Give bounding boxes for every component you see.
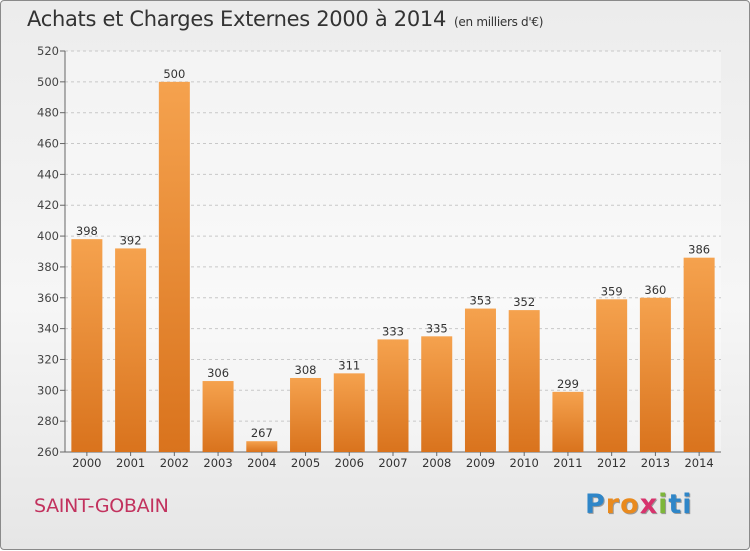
data-label: 392 xyxy=(120,233,142,247)
x-tick-label: 2008 xyxy=(422,456,451,470)
bar xyxy=(202,381,234,452)
y-tick-label: 300 xyxy=(37,383,59,397)
proxiti-logo: Proxiti xyxy=(585,489,693,520)
data-label: 398 xyxy=(76,224,98,238)
data-label: 267 xyxy=(251,426,273,440)
data-label: 333 xyxy=(382,324,404,338)
data-label: 500 xyxy=(163,67,185,81)
bar xyxy=(464,308,496,452)
y-tick-label: 480 xyxy=(37,106,59,120)
y-tick-label: 440 xyxy=(37,167,59,181)
chart-title: Achats et Charges Externes 2000 à 2014 (e… xyxy=(27,7,543,31)
data-label: 359 xyxy=(601,284,623,298)
x-tick-label: 2013 xyxy=(641,456,670,470)
y-tick-label: 400 xyxy=(37,229,59,243)
y-tick-label: 360 xyxy=(37,291,59,305)
y-tick-label: 380 xyxy=(37,260,59,274)
data-label: 311 xyxy=(338,358,360,372)
bar xyxy=(508,310,540,452)
x-tick-label: 2001 xyxy=(116,456,145,470)
logo-letter: P xyxy=(585,489,606,520)
x-tick-label: 2009 xyxy=(466,456,495,470)
y-tick-label: 320 xyxy=(37,352,59,366)
data-label: 386 xyxy=(688,243,710,257)
title-text: Achats et Charges Externes 2000 à 2014 xyxy=(27,7,447,31)
data-label: 335 xyxy=(426,321,448,335)
bar xyxy=(290,377,322,452)
x-tick-label: 2014 xyxy=(684,456,713,470)
data-label: 360 xyxy=(644,283,666,297)
logo-letter: t xyxy=(668,489,683,520)
y-tick-label: 260 xyxy=(37,445,59,459)
x-tick-label: 2002 xyxy=(160,456,189,470)
x-tick-label: 2004 xyxy=(247,456,276,470)
data-label: 299 xyxy=(557,377,579,391)
x-tick-label: 2000 xyxy=(72,456,101,470)
logo-letter: o xyxy=(620,489,640,520)
bar xyxy=(639,297,671,452)
town-name: SAINT-GOBAIN xyxy=(34,495,169,517)
x-tick-label: 2006 xyxy=(335,456,364,470)
y-tick-label: 420 xyxy=(37,198,59,212)
x-tick-label: 2010 xyxy=(510,456,539,470)
bar xyxy=(115,248,147,452)
y-tick-label: 520 xyxy=(37,44,59,58)
logo-letter: i xyxy=(682,489,693,520)
data-label: 353 xyxy=(469,294,491,308)
x-tick-label: 2005 xyxy=(291,456,320,470)
chart-subtitle: (en milliers d'€) xyxy=(454,15,544,29)
bar xyxy=(552,391,584,452)
bar xyxy=(421,336,453,452)
y-tick-label: 460 xyxy=(37,137,59,151)
logo-letter: r xyxy=(605,489,621,520)
bar xyxy=(246,441,278,452)
y-tick-label: 500 xyxy=(37,75,59,89)
logo-letter: i xyxy=(658,489,669,520)
y-tick-label: 280 xyxy=(37,414,59,428)
bar xyxy=(71,239,103,452)
x-tick-label: 2011 xyxy=(553,456,582,470)
x-tick-label: 2007 xyxy=(378,456,407,470)
logo-letter: x xyxy=(639,489,659,520)
bar xyxy=(333,373,365,452)
data-label: 308 xyxy=(295,363,317,377)
y-tick-label: 340 xyxy=(37,322,59,336)
x-tick-label: 2012 xyxy=(597,456,626,470)
data-label: 352 xyxy=(513,295,535,309)
bar xyxy=(683,257,715,452)
data-label: 306 xyxy=(207,366,229,380)
bar xyxy=(377,339,409,452)
x-tick-label: 2003 xyxy=(203,456,232,470)
bar xyxy=(596,299,628,452)
bar xyxy=(158,81,190,452)
